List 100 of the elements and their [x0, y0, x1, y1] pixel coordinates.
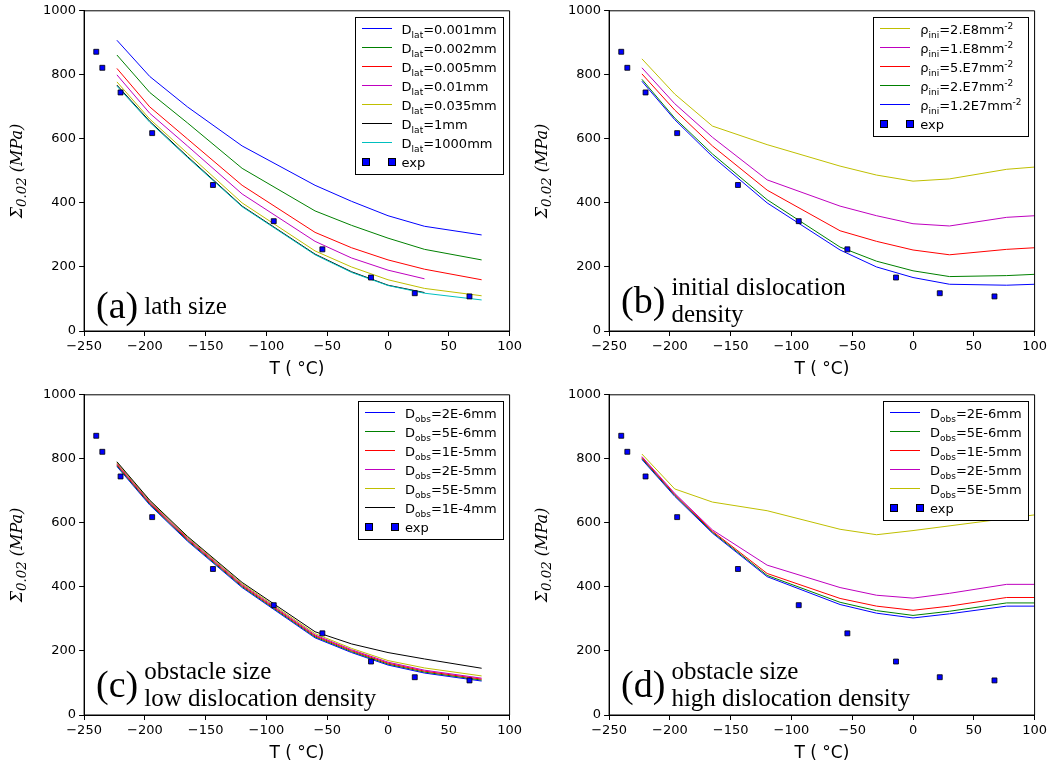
legend-label: D$_{obs}$=2E-5mm: [929, 461, 1022, 481]
legend-label: D$_{lat}$=0.005mm: [401, 58, 497, 78]
x-axis-title: T ( °C): [793, 742, 850, 763]
y-tick-label: 0: [67, 322, 77, 338]
x-tick-label: 0: [383, 722, 393, 738]
y-tick-label: 0: [67, 706, 77, 722]
x-tick-label: 100: [1022, 338, 1048, 354]
x-tick-label: 0: [908, 338, 918, 354]
legend-label: D$_{obs}$=2E-5mm: [404, 461, 497, 481]
x-tick-label: −200: [127, 338, 163, 354]
y-tick-label: 400: [51, 578, 77, 594]
x-tick-label: −250: [66, 722, 102, 738]
point: [210, 182, 216, 188]
annotation: obstacle size high dislocation density: [671, 657, 911, 711]
y-tick-label: 600: [576, 514, 602, 530]
legend-label: D$_{lat}$=1mm: [401, 115, 468, 135]
legend-label: ρ$_{ini}$=2.E7mm$^{-2}$: [920, 76, 1014, 97]
x-tick-label: 50: [440, 338, 458, 354]
point: [624, 448, 631, 455]
point: [411, 674, 418, 681]
x-tick-label: 100: [497, 338, 523, 354]
point: [210, 566, 216, 572]
x-tick-label: −50: [838, 338, 866, 354]
point: [936, 290, 943, 297]
legend-label: D$_{obs}$=2E-6mm: [404, 404, 497, 424]
y-tick-label: 200: [51, 642, 77, 658]
legend-label: D$_{obs}$=5E-5mm: [404, 480, 497, 500]
x-tick-label: −50: [313, 338, 341, 354]
point: [368, 274, 374, 281]
point: [642, 473, 649, 480]
point: [624, 64, 631, 71]
point: [735, 566, 741, 572]
x-tick-label: −250: [591, 722, 627, 738]
point: [117, 473, 124, 480]
point: [466, 677, 473, 684]
legend-label: D$_{obs}$=1E-4mm: [404, 499, 497, 519]
point: [893, 274, 899, 281]
y-tick-label: 400: [51, 194, 77, 210]
annotation: (c): [96, 662, 139, 706]
point: [117, 89, 124, 96]
point: [319, 246, 326, 253]
x-tick-label: −100: [248, 338, 285, 354]
annotation: (a): [96, 283, 139, 327]
x-tick-label: −100: [248, 722, 285, 738]
y-tick-label: 400: [576, 194, 602, 210]
legend-label: exp: [404, 518, 429, 537]
annotation: obstacle size low dislocation density: [144, 657, 377, 711]
point: [99, 448, 106, 455]
x-tick-label: 0: [908, 722, 918, 738]
point: [893, 658, 899, 665]
x-tick-label: 100: [497, 722, 523, 738]
point: [319, 630, 326, 637]
annotation: initial dislocation density: [671, 273, 846, 327]
legend-label: D$_{lat}$=0.002mm: [401, 39, 497, 59]
y-tick-label: 800: [576, 450, 602, 466]
y-tick-label: 800: [576, 66, 602, 82]
y-tick-label: 600: [576, 130, 602, 146]
legend-label: ρ$_{ini}$=5.E7mm$^{-2}$: [920, 57, 1014, 78]
x-axis-title: T ( °C): [268, 742, 325, 763]
legend-label: ρ$_{ini}$=1.E8mm$^{-2}$: [920, 38, 1014, 59]
y-tick-label: 600: [51, 130, 77, 146]
x-axis-title: T ( °C): [793, 358, 850, 379]
point: [99, 64, 106, 71]
x-tick-label: −100: [773, 338, 810, 354]
point: [674, 130, 681, 136]
x-tick-label: −200: [652, 722, 688, 738]
legend-label: exp: [929, 499, 954, 518]
point: [991, 293, 998, 300]
point: [618, 48, 625, 55]
x-tick-label: −50: [313, 722, 341, 738]
point: [149, 514, 156, 520]
point: [368, 658, 374, 665]
point: [270, 602, 277, 609]
legend-label: D$_{lat}$=0.035mm: [401, 96, 497, 116]
y-tick-label: 1000: [42, 2, 77, 18]
y-tick-label: 1000: [567, 386, 602, 402]
legend-label: D$_{lat}$=0.001mm: [401, 20, 497, 40]
x-tick-label: 100: [1022, 722, 1048, 738]
x-tick-label: −100: [773, 722, 810, 738]
x-tick-label: −250: [66, 338, 102, 354]
x-tick-label: 50: [440, 722, 458, 738]
annotation: (b): [621, 278, 666, 322]
point: [411, 290, 418, 297]
x-tick-label: −150: [712, 338, 749, 354]
x-tick-label: 50: [965, 722, 983, 738]
legend-label: exp: [920, 115, 944, 134]
point: [936, 674, 943, 681]
x-tick-label: −150: [187, 722, 224, 738]
y-tick-label: 0: [592, 322, 602, 338]
legend-label: D$_{obs}$=5E-6mm: [929, 423, 1022, 443]
point: [795, 602, 802, 609]
point: [93, 432, 100, 439]
annotation: (d): [621, 662, 666, 706]
point: [735, 182, 741, 188]
point: [674, 514, 681, 520]
x-tick-label: −150: [712, 722, 749, 738]
legend-label: ρ$_{ini}$=1.2E7mm$^{-2}$: [920, 95, 1022, 116]
x-tick-label: −200: [127, 722, 163, 738]
point: [991, 677, 998, 684]
legend-label: D$_{obs}$=2E-6mm: [929, 404, 1022, 424]
